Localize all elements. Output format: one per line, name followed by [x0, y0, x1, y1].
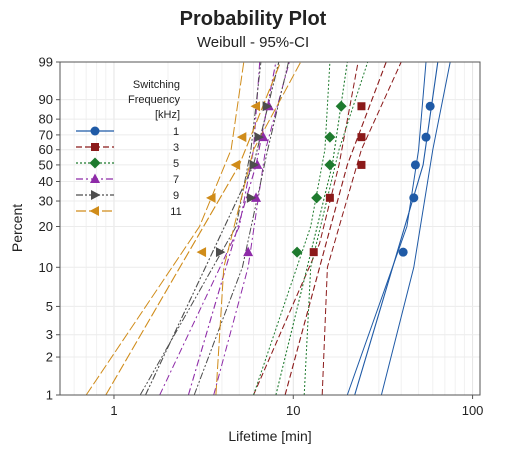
data-point-9 [246, 192, 257, 203]
data-point-5 [291, 246, 303, 258]
ci-upper-curve-11 [215, 61, 302, 396]
legend-marker-9 [91, 190, 101, 200]
y-axis-title: Percent [9, 204, 25, 252]
fit-line-1 [354, 61, 439, 396]
data-point-11 [236, 132, 247, 143]
data-point-9 [249, 159, 259, 170]
ci-lower-curve-7 [159, 61, 261, 396]
data-point-3 [309, 248, 318, 257]
ci-upper-curve-5 [303, 61, 369, 396]
legend-marker-7 [90, 173, 100, 183]
legend-label-11: 11 [170, 206, 181, 218]
data-point-9 [262, 101, 273, 112]
ci-upper-curve-1 [380, 61, 451, 396]
data-point-9 [254, 132, 265, 143]
data-point-1 [409, 193, 419, 203]
legend-label-5: 5 [173, 158, 179, 170]
data-point-1 [398, 247, 408, 257]
data-point-3 [325, 193, 334, 202]
legend-marker-1 [90, 126, 100, 136]
data-points [196, 100, 435, 258]
legend-label-1: 1 [173, 126, 179, 138]
y-tick-label: 1 [46, 388, 53, 403]
y-tick-label: 70 [39, 127, 53, 142]
ci-upper-curve-7 [213, 61, 290, 396]
data-point-3 [357, 133, 366, 142]
ci-upper-curve-9 [193, 61, 289, 396]
ci-lower-curve-11 [85, 61, 245, 396]
data-point-1 [425, 101, 435, 111]
y-tick-label: 20 [39, 219, 53, 234]
data-point-1 [410, 160, 420, 170]
data-point-11 [196, 247, 207, 258]
x-axis-ticks: 1 10 100 [110, 395, 483, 418]
data-point-9 [215, 247, 226, 258]
data-point-5 [324, 131, 336, 143]
y-tick-label: 99 [39, 55, 53, 70]
x-axis-title: Lifetime [min] [228, 428, 311, 444]
legend-marker-5 [89, 157, 101, 169]
fit-curves [85, 61, 451, 396]
plot-area-border [59, 61, 481, 396]
chart-subtitle: Weibull - 95%-CI [197, 34, 309, 51]
legend: Switching Frequency [kHz] 1 3 5 7 9 11 [76, 79, 182, 218]
y-tick-label: 10 [39, 260, 53, 275]
fit-line-3 [284, 61, 387, 396]
chart-title: Probability Plot [180, 8, 327, 30]
y-tick-label: 30 [39, 194, 53, 209]
y-tick-label: 40 [39, 174, 53, 189]
data-point-7 [251, 192, 262, 202]
data-point-5 [324, 159, 336, 171]
data-point-11 [230, 159, 241, 170]
y-tick-label: 2 [46, 350, 53, 365]
data-point-3 [357, 102, 366, 111]
x-tick-label: 100 [462, 403, 484, 418]
data-point-1 [421, 132, 431, 142]
x-tick-label: 10 [286, 403, 300, 418]
fit-line-11 [105, 61, 282, 396]
fit-line-9 [145, 61, 280, 396]
data-point-5 [335, 100, 347, 112]
data-point-11 [206, 192, 216, 203]
x-tick-label: 1 [110, 403, 117, 418]
y-tick-label: 3 [46, 327, 53, 342]
y-tick-label: 60 [39, 142, 53, 157]
data-point-5 [311, 192, 323, 204]
y-tick-label: 80 [39, 112, 53, 127]
legend-marker-11 [89, 206, 99, 216]
legend-label-7: 7 [173, 174, 179, 186]
ci-lower-curve-1 [346, 61, 427, 396]
y-tick-label: 50 [39, 157, 53, 172]
fit-line-5 [275, 61, 348, 396]
legend-marker-3 [91, 143, 99, 151]
legend-title-line: [kHz] [155, 109, 180, 121]
ci-upper-curve-3 [321, 61, 402, 396]
y-tick-label: 90 [39, 92, 53, 107]
y-tick-label: 5 [46, 299, 53, 314]
legend-title-line: Switching [133, 79, 180, 91]
ci-lower-curve-3 [253, 61, 359, 396]
legend-title-line: Frequency [128, 94, 180, 106]
data-point-3 [357, 160, 366, 169]
fit-line-7 [187, 61, 277, 396]
legend-label-3: 3 [173, 142, 179, 154]
legend-label-9: 9 [173, 190, 179, 202]
data-point-7 [243, 246, 254, 257]
data-point-11 [250, 101, 261, 112]
ci-lower-curve-5 [253, 61, 331, 396]
